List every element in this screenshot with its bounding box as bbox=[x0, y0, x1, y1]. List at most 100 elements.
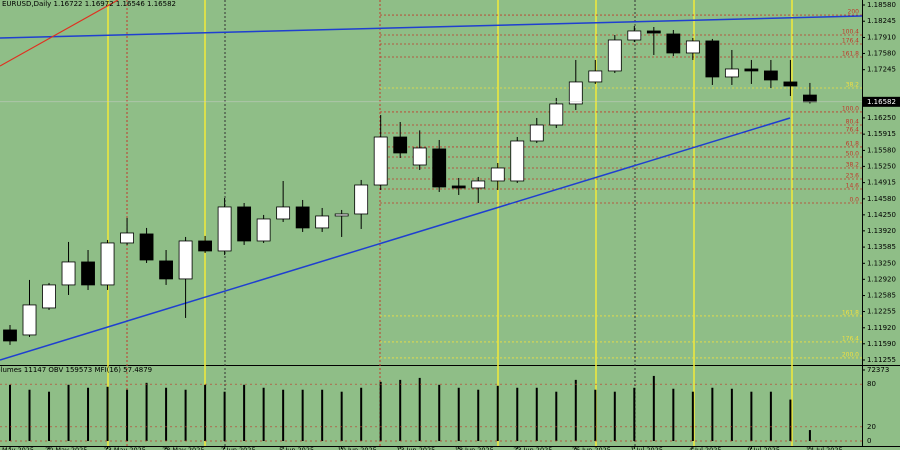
candle-body bbox=[334, 213, 349, 217]
volume-bar bbox=[28, 389, 31, 441]
candle-body bbox=[646, 30, 661, 34]
y-tick-label: 1.17910 bbox=[867, 33, 896, 41]
candle-body bbox=[22, 304, 37, 336]
volume-bar bbox=[691, 391, 694, 441]
level-label: 176.4 bbox=[842, 335, 859, 342]
volume-bar bbox=[516, 387, 519, 441]
level-label: 161.8 bbox=[842, 309, 859, 316]
volume-bar bbox=[301, 389, 304, 441]
level-label: 100.0 bbox=[842, 105, 859, 112]
x-tick-label: 18 Jun 2025 bbox=[455, 446, 494, 450]
candle-body bbox=[627, 30, 642, 41]
candle-body bbox=[607, 39, 622, 72]
level-label: 61.8 bbox=[846, 140, 860, 147]
candle-body bbox=[705, 40, 720, 78]
volume-bar bbox=[282, 389, 285, 441]
candle-body bbox=[237, 206, 252, 242]
level-label: 100.4 bbox=[842, 28, 859, 35]
candle-body bbox=[120, 232, 134, 244]
x-tick-label: 13 Jun 2025 bbox=[396, 446, 435, 450]
volume-bar bbox=[789, 399, 792, 441]
candle-body bbox=[217, 206, 232, 252]
y-tick-label: 1.11920 bbox=[867, 324, 896, 332]
volume-bar bbox=[769, 391, 772, 441]
volume-bar bbox=[165, 387, 168, 441]
level-label: 50.0 bbox=[846, 150, 860, 157]
candle-body bbox=[724, 68, 739, 78]
volume-bar bbox=[9, 384, 11, 441]
x-tick-label: 26 Jun 2025 bbox=[572, 446, 611, 450]
candle-body bbox=[3, 329, 17, 342]
volume-bar bbox=[730, 388, 733, 441]
volume-bar bbox=[808, 430, 811, 441]
y-tick-label: 1.14250 bbox=[867, 211, 896, 219]
candle-body bbox=[354, 184, 369, 215]
x-tick-label: 5 Jun 2025 bbox=[279, 446, 314, 450]
volume-bar bbox=[633, 387, 636, 441]
y-tick-label: 1.12585 bbox=[867, 292, 896, 300]
volume-bar bbox=[477, 389, 480, 441]
candle-body bbox=[100, 242, 115, 286]
candle-body bbox=[529, 124, 544, 142]
candles bbox=[3, 25, 817, 345]
candle-body bbox=[393, 136, 408, 154]
y-tick-label: 1.13250 bbox=[867, 259, 896, 267]
x-tick-label: 28 May 2025 bbox=[162, 446, 204, 450]
volume-bar bbox=[535, 387, 538, 441]
y-tick-label: 1.15580 bbox=[867, 146, 896, 154]
candle-body bbox=[471, 180, 486, 189]
volume-bar bbox=[243, 384, 246, 441]
volume-bar bbox=[204, 384, 207, 441]
candle-body bbox=[763, 70, 778, 81]
candle-body bbox=[178, 240, 193, 280]
level-label: 200.0 bbox=[842, 351, 859, 358]
y-tick-label: 1.12255 bbox=[867, 308, 896, 316]
volume-bar bbox=[106, 386, 109, 441]
x-tick-label: 23 Jun 2025 bbox=[513, 446, 552, 450]
level-label: 23.6 bbox=[846, 172, 860, 179]
plot-background bbox=[0, 0, 862, 446]
candle-body bbox=[432, 148, 447, 188]
volume-bar bbox=[145, 382, 148, 441]
volume-bar bbox=[399, 379, 402, 441]
level-label: 14.6 bbox=[846, 182, 860, 189]
volume-bar bbox=[126, 389, 129, 441]
volume-bar bbox=[48, 391, 51, 441]
y-tick-label: 1.13585 bbox=[867, 243, 896, 251]
volume-bar bbox=[379, 381, 382, 441]
candle-body bbox=[256, 218, 271, 242]
candle-body bbox=[295, 206, 310, 229]
candle-body bbox=[42, 284, 56, 309]
candle-body bbox=[783, 81, 798, 87]
candle-body bbox=[568, 81, 583, 105]
volume-bar bbox=[496, 385, 499, 441]
volume-bar bbox=[262, 387, 265, 441]
volume-bar bbox=[360, 387, 363, 441]
volume-bar bbox=[555, 391, 558, 441]
volume-bar bbox=[711, 387, 714, 441]
y-tick-label: 1.17245 bbox=[867, 66, 896, 74]
level-label: 200 bbox=[848, 9, 860, 16]
x-tick-label: 23 May 2025 bbox=[104, 446, 146, 450]
volume-bar bbox=[438, 384, 441, 441]
level-label: 0.0 bbox=[849, 196, 859, 203]
candle-body bbox=[803, 94, 817, 103]
candle-body bbox=[61, 261, 76, 286]
y-tick-label: 72373 bbox=[867, 366, 889, 374]
y-tick-label: 1.18580 bbox=[867, 1, 896, 9]
level-label: 161.8 bbox=[842, 50, 859, 57]
y2-tick-label: 20 bbox=[867, 423, 876, 431]
x-tick-label: 1 Jul 2025 bbox=[630, 446, 663, 450]
price-label-box bbox=[862, 96, 900, 107]
volume-bar bbox=[223, 391, 226, 441]
candle-body bbox=[490, 167, 505, 182]
level-label: 76.4 bbox=[846, 126, 860, 133]
y-tick-label: 1.16250 bbox=[867, 114, 896, 122]
x-tick-label: 9 Jul 2025 bbox=[747, 446, 780, 450]
level-label: 38.2 bbox=[846, 161, 860, 168]
y-tick-label: 1.14580 bbox=[867, 195, 896, 203]
y-tick-label: 1.15915 bbox=[867, 130, 896, 138]
candle-body bbox=[685, 40, 700, 54]
y-tick-label: 1.11590 bbox=[867, 340, 896, 348]
